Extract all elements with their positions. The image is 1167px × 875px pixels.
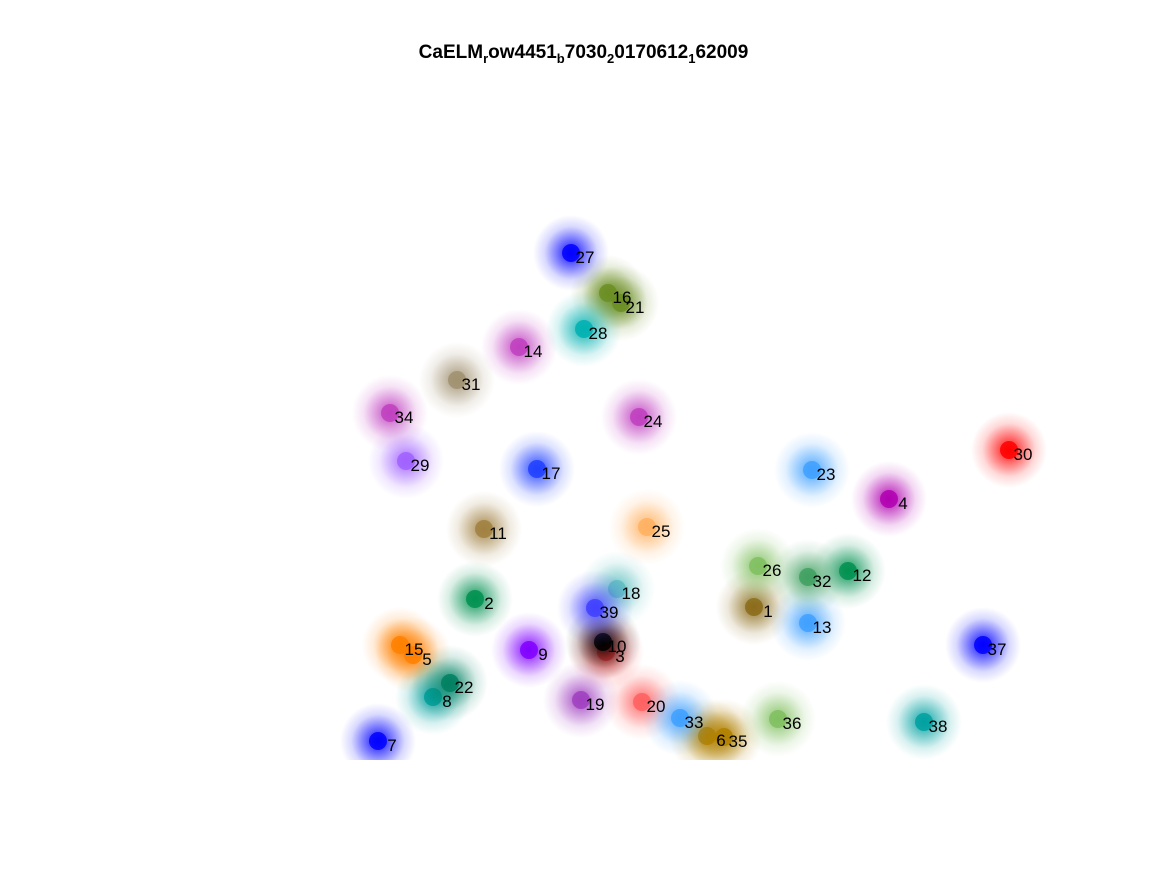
roi-core-38	[915, 713, 933, 731]
roi-core-30	[1000, 441, 1018, 459]
roi-core-14	[510, 338, 528, 356]
roi-label-12: 12	[853, 566, 872, 585]
chart-title-part: ow4451	[488, 42, 557, 63]
roi-label-2: 2	[484, 594, 493, 613]
roi-label-22: 22	[455, 678, 474, 697]
roi-core-31	[448, 371, 466, 389]
roi-label-30: 30	[1014, 445, 1033, 464]
roi-core-32	[799, 568, 817, 586]
roi-core-21	[612, 294, 630, 312]
roi-label-31: 31	[462, 375, 481, 394]
roi-label-4: 4	[898, 494, 907, 513]
roi-core-9	[520, 641, 538, 659]
roi-label-7: 7	[387, 736, 396, 755]
roi-label-37: 37	[988, 640, 1007, 659]
roi-label-33: 33	[685, 713, 704, 732]
chart-title: CaELMrow4451b703020170612162009	[0, 42, 1167, 66]
roi-core-13	[799, 614, 817, 632]
roi-label-3: 3	[615, 647, 624, 666]
roi-label-36: 36	[783, 714, 802, 733]
roi-label-5: 5	[422, 650, 431, 669]
roi-blob-7	[340, 703, 416, 760]
roi-core-24	[630, 408, 648, 426]
roi-core-36	[769, 710, 787, 728]
roi-label-9: 9	[538, 645, 547, 664]
roi-core-33	[671, 709, 689, 727]
roi-label-14: 14	[524, 342, 543, 361]
chart-title-part: 0170612	[614, 42, 689, 63]
roi-label-25: 25	[652, 522, 671, 541]
roi-core-29	[397, 452, 415, 470]
roi-core-11	[475, 520, 493, 538]
roi-label-8: 8	[442, 692, 451, 711]
roi-core-28	[575, 320, 593, 338]
chart-title-part: CaELM	[418, 42, 484, 63]
chart-title-subscript: 1	[688, 51, 696, 66]
roi-label-15: 15	[405, 640, 424, 659]
roi-label-23: 23	[817, 465, 836, 484]
roi-core-25	[638, 518, 656, 536]
chart-title-subscript: b	[556, 51, 565, 66]
roi-label-18: 18	[622, 584, 641, 603]
roi-core-26	[749, 557, 767, 575]
roi-label-26: 26	[763, 561, 782, 580]
roi-core-23	[803, 461, 821, 479]
chart-title-part: 7030	[564, 42, 608, 63]
roi-core-4	[880, 490, 898, 508]
roi-label-24: 24	[644, 412, 663, 431]
roi-core-7	[369, 732, 387, 750]
roi-core-17	[528, 460, 546, 478]
roi-core-2	[466, 590, 484, 608]
roi-blob-layer	[340, 215, 1047, 760]
chart-title-subscript: 2	[607, 51, 615, 66]
roi-core-35	[715, 728, 733, 746]
roi-label-20: 20	[647, 697, 666, 716]
roi-core-19	[572, 691, 590, 709]
roi-core-22	[441, 674, 459, 692]
roi-label-34: 34	[395, 408, 414, 427]
chart-title-part: 62009	[695, 42, 749, 63]
roi-label-17: 17	[542, 464, 561, 483]
roi-label-6: 6	[716, 731, 725, 750]
roi-core-27	[562, 244, 580, 262]
roi-label-38: 38	[929, 717, 948, 736]
roi-label-32: 32	[813, 572, 832, 591]
roi-label-1: 1	[763, 602, 772, 621]
roi-label-11: 11	[489, 524, 507, 543]
roi-label-10: 10	[608, 637, 627, 656]
roi-label-19: 19	[586, 695, 605, 714]
roi-label-21: 21	[626, 298, 645, 317]
roi-label-16: 16	[613, 288, 632, 307]
roi-label-29: 29	[411, 456, 430, 475]
roi-label-28: 28	[589, 324, 608, 343]
roi-core-15	[391, 636, 409, 654]
roi-core-39	[586, 599, 604, 617]
roi-label-13: 13	[813, 618, 832, 637]
roi-label-27: 27	[576, 248, 595, 267]
roi-core-37	[974, 636, 992, 654]
roi-label-39: 39	[600, 603, 619, 622]
chart-title-subscript: r	[483, 51, 489, 66]
roi-label-35: 35	[729, 732, 748, 751]
roi-core-34	[381, 404, 399, 422]
